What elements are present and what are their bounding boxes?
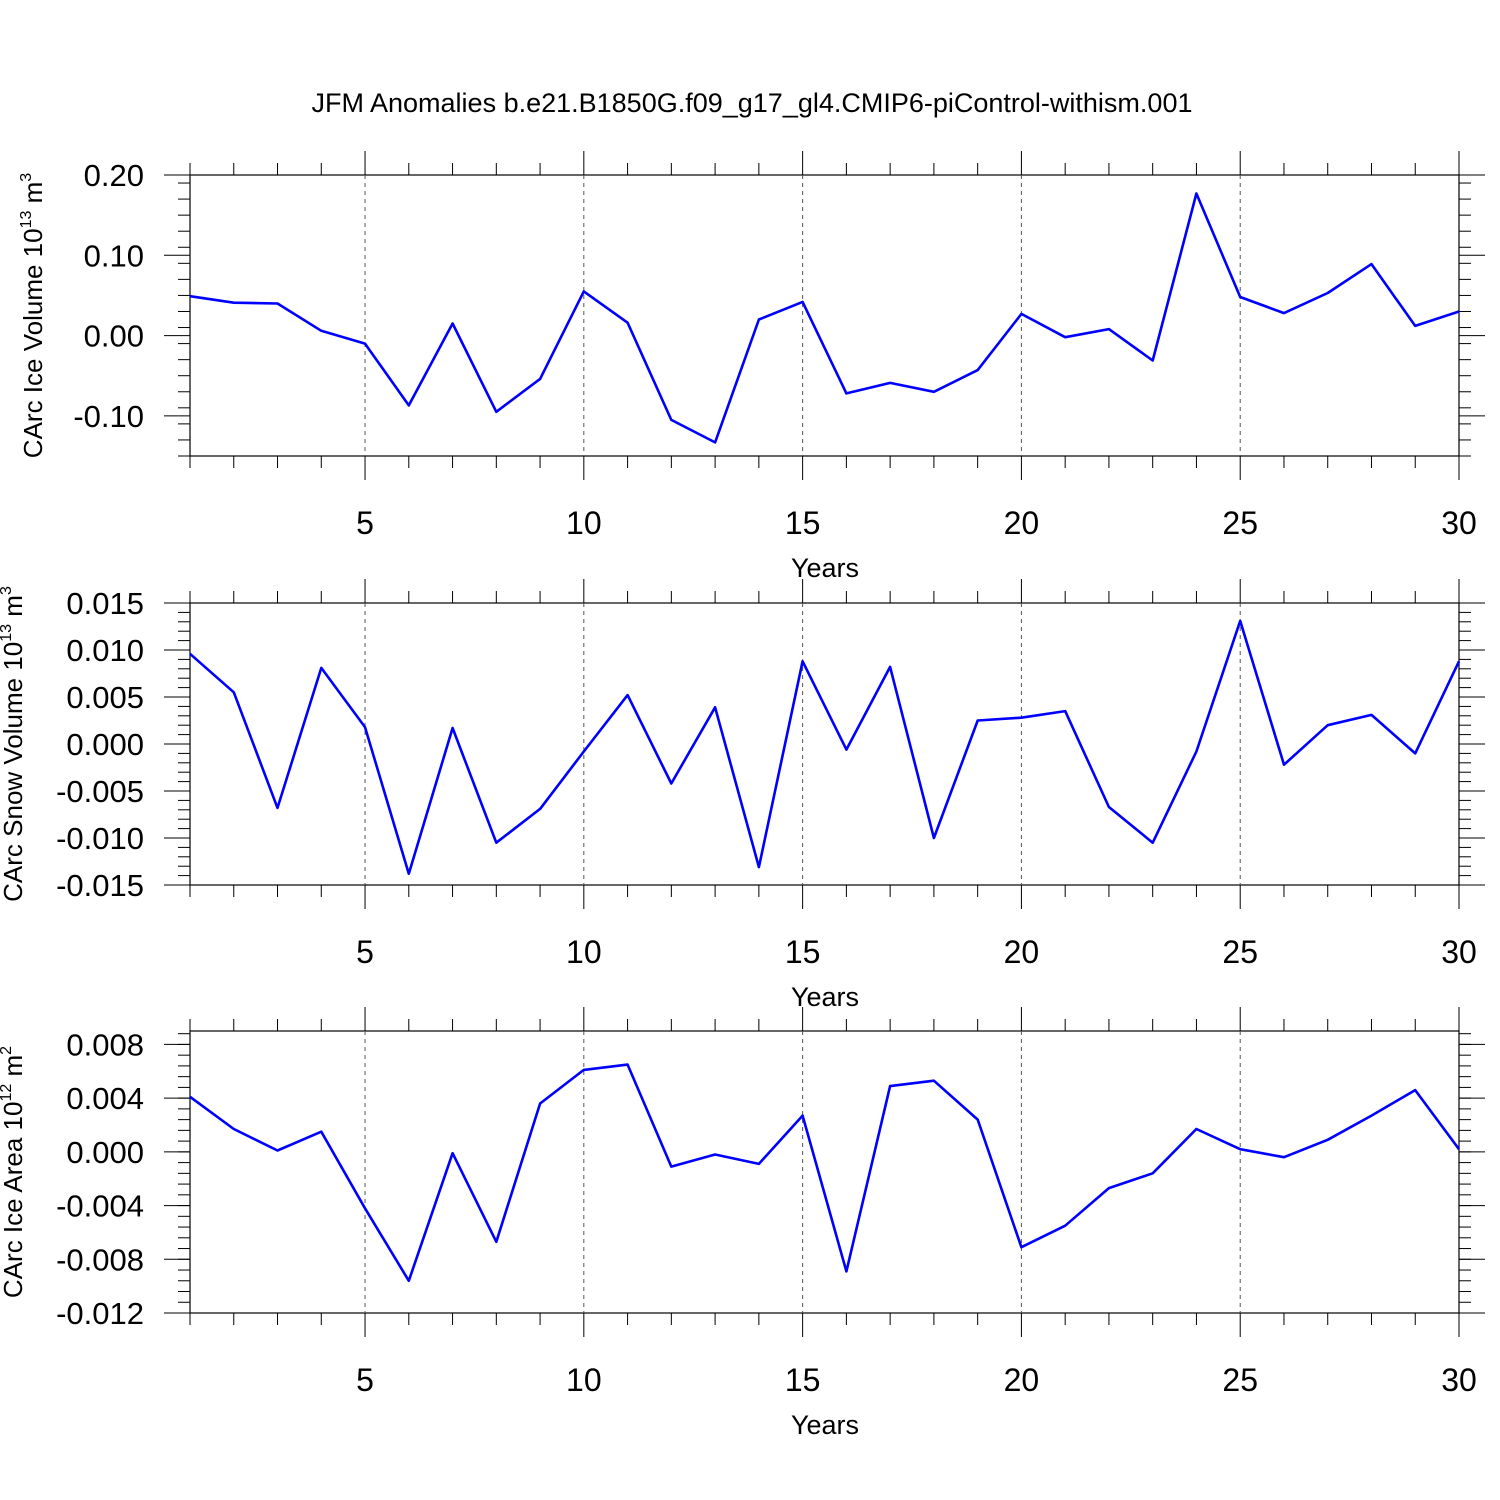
y-tick-label: -0.015 xyxy=(56,868,144,903)
panel-ice-area: 5 10 15 20 25 30 Years 0.008 0.004 0.000 -0.004 -0.… xyxy=(0,1007,1485,1440)
y-tick-label: -0.10 xyxy=(73,399,144,434)
y-tick-label: -0.005 xyxy=(56,774,144,809)
x-tick-label: 30 xyxy=(1441,934,1477,970)
y-tick-label: 0.20 xyxy=(84,158,144,193)
plot-frame xyxy=(189,174,1460,457)
x-tick-label: 10 xyxy=(566,1362,602,1398)
y-tick-label: 0.000 xyxy=(66,1135,144,1170)
plot-frame xyxy=(189,1030,1460,1314)
x-tick-label: 10 xyxy=(566,505,602,541)
y-tick-label: 0.010 xyxy=(66,633,144,668)
series-line xyxy=(189,619,1461,876)
x-axis-label: Years xyxy=(791,982,859,1012)
y-tick-label: 0.004 xyxy=(66,1081,144,1116)
x-tick-label: 20 xyxy=(1004,934,1040,970)
y-axis-label: CArc Snow Volume 1013 m3 xyxy=(0,586,28,902)
x-axis-label: Years xyxy=(791,553,859,583)
x-tick-label: 5 xyxy=(356,934,374,970)
x-tick-label: 15 xyxy=(785,505,821,541)
y-tick-label: 0.015 xyxy=(66,586,144,621)
y-tick-label: 0.008 xyxy=(66,1027,144,1062)
plot-frame xyxy=(189,602,1460,886)
y-tick-label: 0.000 xyxy=(66,727,144,762)
series-line xyxy=(189,1063,1461,1283)
x-tick-label: 25 xyxy=(1222,934,1258,970)
y-tick-label: -0.010 xyxy=(56,821,144,856)
y-tick-label: 0.00 xyxy=(84,319,144,354)
x-tick-label: 30 xyxy=(1441,1362,1477,1398)
y-tick-label: 0.10 xyxy=(84,238,144,273)
x-tick-label: 10 xyxy=(566,934,602,970)
x-tick-label: 5 xyxy=(356,1362,374,1398)
y-tick-label: -0.012 xyxy=(56,1296,144,1331)
panel-snow-volume: 5 10 15 20 25 30 Years 0.015 0.010 0.005 0.000 -0.0… xyxy=(0,579,1485,1012)
chart-title: JFM Anomalies b.e21.B1850G.f09_g17_gl4.C… xyxy=(312,88,1193,118)
x-tick-label: 20 xyxy=(1004,505,1040,541)
x-tick-label: 15 xyxy=(785,934,821,970)
panel-ice-volume: 5 10 15 20 25 30 Years 0.20 0.10 0.00 -0.10 CArc Ic… xyxy=(18,151,1485,583)
x-tick-label: 20 xyxy=(1004,1362,1040,1398)
x-tick-label: 5 xyxy=(356,505,374,541)
y-axis-label: CArc Ice Area 1012 m2 xyxy=(0,1046,28,1298)
x-tick-label: 15 xyxy=(785,1362,821,1398)
y-tick-label: 0.005 xyxy=(66,680,144,715)
x-tick-label: 30 xyxy=(1441,505,1477,541)
series-line xyxy=(189,192,1460,444)
y-tick-label: -0.004 xyxy=(56,1189,144,1224)
x-tick-label: 25 xyxy=(1222,1362,1258,1398)
y-tick-label: -0.008 xyxy=(56,1242,144,1277)
y-axis-label: CArc Ice Volume 1013 m3 xyxy=(18,173,48,458)
x-tick-label: 25 xyxy=(1222,505,1258,541)
x-axis-label: Years xyxy=(791,1410,859,1440)
